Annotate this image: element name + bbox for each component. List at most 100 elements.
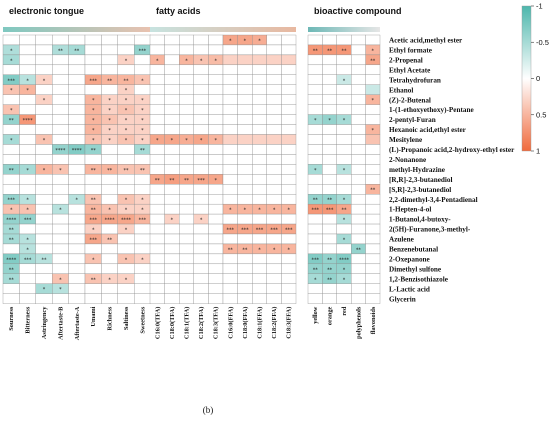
heatmap-cell — [117, 263, 135, 274]
heatmap-cell — [266, 154, 282, 165]
heatmap-cell — [101, 243, 118, 255]
heatmap-cell — [179, 203, 194, 215]
heatmap-cell — [307, 223, 323, 235]
significance-mark: *** — [24, 218, 32, 224]
heatmap-cell — [19, 263, 36, 274]
significance-mark: * — [214, 58, 217, 64]
heatmap-cell — [208, 64, 224, 75]
heatmap-cell — [307, 144, 323, 155]
heatmap-cell — [222, 54, 238, 66]
heatmap-cell — [365, 203, 381, 215]
heatmap-cell — [351, 273, 366, 284]
heatmap-cell — [134, 223, 151, 235]
heatmap-cell — [164, 34, 180, 46]
significance-mark: ** — [91, 208, 97, 214]
heatmap-cell — [164, 124, 180, 135]
heatmap-cell — [307, 154, 323, 165]
heatmap-cell — [252, 273, 267, 284]
heatmap-cell — [322, 283, 337, 294]
significance-mark: * — [26, 198, 29, 204]
colorbar-tick-label: -0.5 — [536, 38, 549, 47]
heatmap-cell — [266, 114, 282, 125]
heatmap-cell — [208, 144, 224, 155]
significance-mark: *** — [270, 228, 278, 234]
significance-mark: ** — [327, 48, 333, 54]
heatmap-cell — [52, 184, 69, 195]
heatmap-cell — [266, 253, 282, 265]
heatmap-cell — [35, 114, 53, 125]
heatmap-cell — [222, 94, 238, 105]
heatmap-cell — [117, 293, 135, 304]
heatmap-cell — [281, 74, 297, 85]
heatmap-cell — [134, 283, 151, 294]
significance-mark: * — [59, 168, 62, 174]
heatmap-cell — [117, 64, 135, 75]
heatmap-cell — [164, 154, 180, 165]
heatmap-cell — [365, 144, 381, 155]
significance-mark: ** — [327, 257, 333, 263]
significance-mark: * — [10, 58, 13, 64]
heatmap-cell — [252, 94, 267, 105]
significance-mark: * — [258, 38, 261, 44]
heatmap-cell — [179, 293, 194, 304]
heatmap-cell — [281, 174, 297, 185]
heatmap-cell — [35, 213, 53, 225]
significance-mark: * — [343, 277, 346, 283]
heatmap-cell — [222, 64, 238, 75]
significance-mark: * — [125, 88, 128, 94]
heatmap-cell — [179, 213, 194, 225]
heatmap-cell — [134, 184, 151, 195]
heatmap-cell — [307, 34, 323, 46]
heatmap-cell — [322, 164, 337, 175]
heatmap-cell — [179, 164, 194, 175]
heatmap-cell — [237, 174, 253, 185]
heatmap-cell — [322, 124, 337, 135]
heatmap-cell — [351, 34, 366, 46]
heatmap-cell — [68, 164, 86, 175]
significance-mark: * — [92, 257, 95, 263]
heatmap-cell — [149, 273, 165, 284]
heatmap-cell — [208, 233, 224, 245]
significance-mark: * — [125, 118, 128, 124]
heatmap-cell — [117, 174, 135, 185]
heatmap-cell — [179, 74, 194, 85]
significance-mark: * — [125, 228, 128, 234]
heatmap-cell — [193, 34, 209, 46]
heatmap-cell — [252, 233, 267, 245]
heatmap-cell — [164, 273, 180, 284]
heatmap-cell — [193, 243, 209, 255]
significance-mark: * — [258, 208, 261, 214]
heatmap-cell — [322, 144, 337, 155]
significance-mark: ** — [140, 148, 146, 154]
heatmap-cell — [193, 263, 209, 274]
significance-mark: * — [185, 138, 188, 144]
significance-mark: * — [125, 198, 128, 204]
row-label: 1,2-Benzisothiazole — [389, 275, 448, 283]
significance-mark: * — [92, 118, 95, 124]
heatmap-cell — [351, 134, 366, 145]
heatmap-cell — [35, 144, 53, 155]
row-label: Ethanol — [389, 86, 413, 94]
heatmap-cell — [68, 184, 86, 195]
heatmap-cell — [179, 104, 194, 115]
heatmap-cell — [365, 293, 381, 304]
significance-mark: * — [343, 198, 346, 204]
heatmap-cell — [351, 174, 366, 185]
row-labels: Acetic acid,methyl ester Ethyl formate2-P… — [389, 37, 515, 304]
heatmap-cell — [84, 263, 102, 274]
significance-mark: ** — [242, 247, 248, 253]
heatmap-cell — [266, 64, 282, 75]
significance-mark: * — [343, 168, 346, 174]
heatmap-cell — [149, 74, 165, 85]
heatmap-cell — [222, 74, 238, 85]
heatmap-cell — [52, 194, 69, 205]
heatmap-cell — [336, 34, 352, 46]
heatmap-cell — [2, 34, 20, 46]
heatmap-cell — [52, 174, 69, 185]
heatmap-cell — [149, 104, 165, 115]
heatmap-cell — [101, 84, 118, 95]
heatmap-cell — [193, 94, 209, 105]
significance-mark: * — [141, 98, 144, 104]
significance-mark: ** — [107, 78, 113, 84]
column-label: red — [341, 306, 348, 315]
